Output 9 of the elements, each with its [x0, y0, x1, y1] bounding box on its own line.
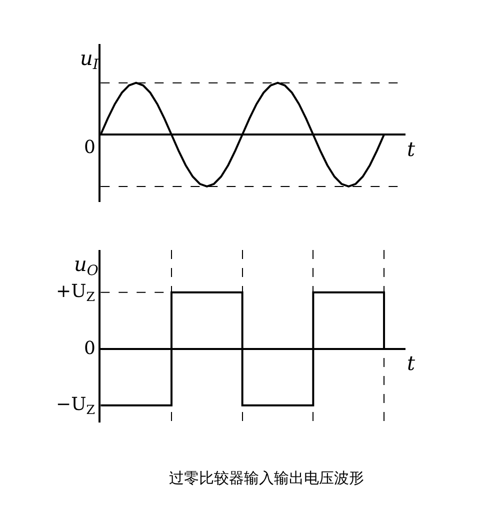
text: 0 — [84, 338, 96, 359]
text: 0 — [84, 137, 96, 158]
y-axis-title: u$_{I}$ — [80, 46, 99, 74]
text: 过零比较器输入输出电压波形 — [169, 469, 364, 487]
text: +U$_{Z}$ — [56, 281, 96, 304]
x-axis-title: t — [407, 351, 416, 375]
y-axis-title: u$_{O}$ — [74, 252, 99, 280]
text: −U$_{Z}$ — [56, 394, 96, 417]
x-axis-title: t — [407, 137, 416, 161]
